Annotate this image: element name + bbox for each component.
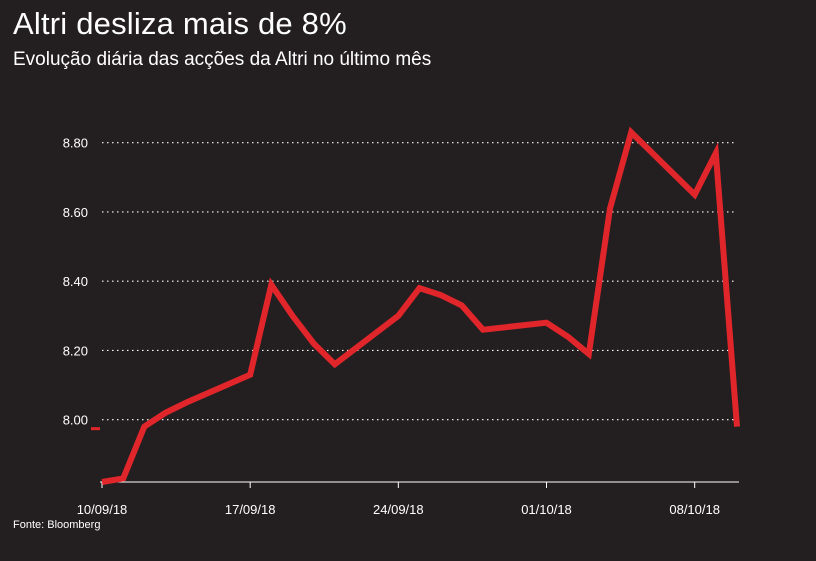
chart-subtitle: Evolução diária das acções da Altri no ú… [13,49,432,70]
data-point [565,334,570,339]
data-point [269,282,274,287]
data-point [481,327,486,332]
data-point [544,320,549,325]
gridlines [102,142,737,421]
data-point [438,293,443,298]
data-point [163,410,168,415]
data-point [332,362,337,367]
source-note: Fonte: Bloomberg [13,519,101,531]
data-point [290,313,295,318]
data-point [121,476,126,481]
data-point [142,424,147,429]
data-point [629,130,634,135]
y-tick-label: 8.40 [63,274,88,289]
data-point [248,372,253,377]
data-point [100,480,105,485]
x-tick-label: 08/10/18 [669,502,720,517]
data-point [417,286,422,291]
series-line [101,126,740,485]
data-point [608,206,613,211]
y-tick-label: 8.00 [63,413,88,428]
x-tick-label: 17/09/18 [225,502,276,517]
data-point [692,192,697,197]
data-points [100,130,740,485]
data-point [459,303,464,308]
x-axis [100,481,739,488]
data-point [735,424,740,429]
data-point [311,341,316,346]
data-point [713,151,718,156]
y-tick-label: 8.20 [63,343,88,358]
chart-title: Altri desliza mais de 8% [13,6,347,41]
y-tick-label: 8.80 [63,136,88,151]
y-axis-labels: 8.00 8.20 8.40 8.60 8.80 [63,136,88,428]
x-tick-label: 24/09/18 [373,502,424,517]
x-tick-label: 10/09/18 [77,502,128,517]
data-point [184,400,189,405]
data-point [586,351,591,356]
data-point [396,313,401,318]
x-axis-labels: 10/09/18 17/09/18 24/09/18 01/10/18 08/10/18 [77,502,720,517]
x-tick-label: 01/10/18 [521,502,572,517]
y-tick-label: 8.60 [63,205,88,220]
